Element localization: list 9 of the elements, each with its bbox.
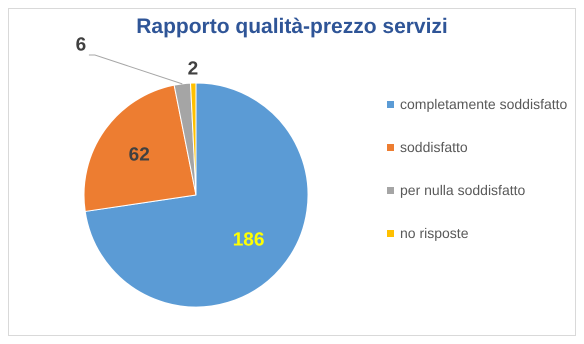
legend-label: soddisfatto: [400, 138, 468, 157]
legend-label: per nulla soddisfatto: [400, 181, 526, 200]
data-label: 2: [188, 58, 198, 80]
legend-label: completamente soddisfatto: [400, 95, 568, 114]
legend-label: no risposte: [400, 224, 468, 243]
data-label: 186: [232, 230, 264, 251]
data-label: 6: [76, 34, 86, 56]
data-label: 62: [128, 144, 150, 166]
chart-title: Rapporto qualità-prezzo servizi: [136, 15, 448, 38]
